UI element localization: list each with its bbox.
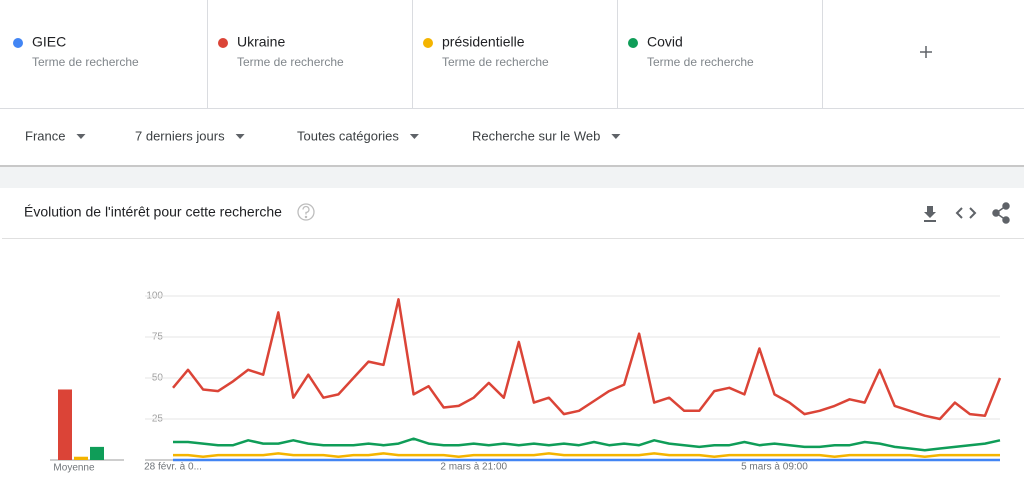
- term-dot: [423, 38, 433, 48]
- download-icon[interactable]: [924, 206, 936, 222]
- term-subtitle: Terme de recherche: [647, 55, 754, 69]
- x-tick-label: 5 mars à 09:00: [741, 462, 808, 473]
- embed-icon[interactable]: [955, 207, 977, 219]
- series-line: [172, 298, 1002, 421]
- x-tick-label: 28 févr. à 0...: [144, 462, 202, 473]
- average-bar: [58, 389, 72, 460]
- gap: [0, 166, 1024, 188]
- dropdown-arrow: [409, 134, 419, 139]
- term-subtitle: Terme de recherche: [442, 55, 549, 69]
- term-name: GIEC: [32, 34, 66, 50]
- dropdown-arrow: [235, 134, 245, 139]
- add-term[interactable]: [920, 46, 932, 58]
- filter-dropdown[interactable]: Toutes catégories: [297, 128, 399, 143]
- average-bar: [74, 456, 88, 460]
- term-card[interactable]: [0, 0, 205, 108]
- term-name: Covid: [647, 34, 683, 50]
- help-icon[interactable]: [297, 203, 315, 221]
- filter-dropdown[interactable]: Recherche sur le Web: [472, 128, 600, 143]
- section-title: Évolution de l'intérêt pour cette recher…: [24, 204, 282, 220]
- term-name: Ukraine: [237, 34, 285, 50]
- term-card[interactable]: [205, 0, 410, 108]
- x-tick-label: 2 mars à 21:00: [440, 462, 507, 473]
- term-card[interactable]: [615, 0, 820, 108]
- series-line: [173, 452, 1000, 458]
- term-dot: [13, 38, 23, 48]
- card: [2, 188, 1024, 484]
- average-bar: [90, 446, 104, 460]
- dropdown-arrow: [611, 134, 621, 139]
- dropdown-arrow: [76, 134, 86, 139]
- term-name: présidentielle: [442, 34, 525, 50]
- filter-dropdown[interactable]: France: [25, 128, 65, 143]
- filter-dropdown[interactable]: 7 derniers jours: [135, 128, 225, 143]
- term-subtitle: Terme de recherche: [32, 55, 139, 69]
- term-card[interactable]: [410, 0, 615, 108]
- term-dot: [628, 38, 638, 48]
- term-subtitle: Terme de recherche: [237, 55, 344, 69]
- term-dot: [218, 38, 228, 48]
- series-line: [173, 437, 1001, 452]
- share-icon[interactable]: [992, 202, 1010, 224]
- average-label: Moyenne: [53, 463, 95, 474]
